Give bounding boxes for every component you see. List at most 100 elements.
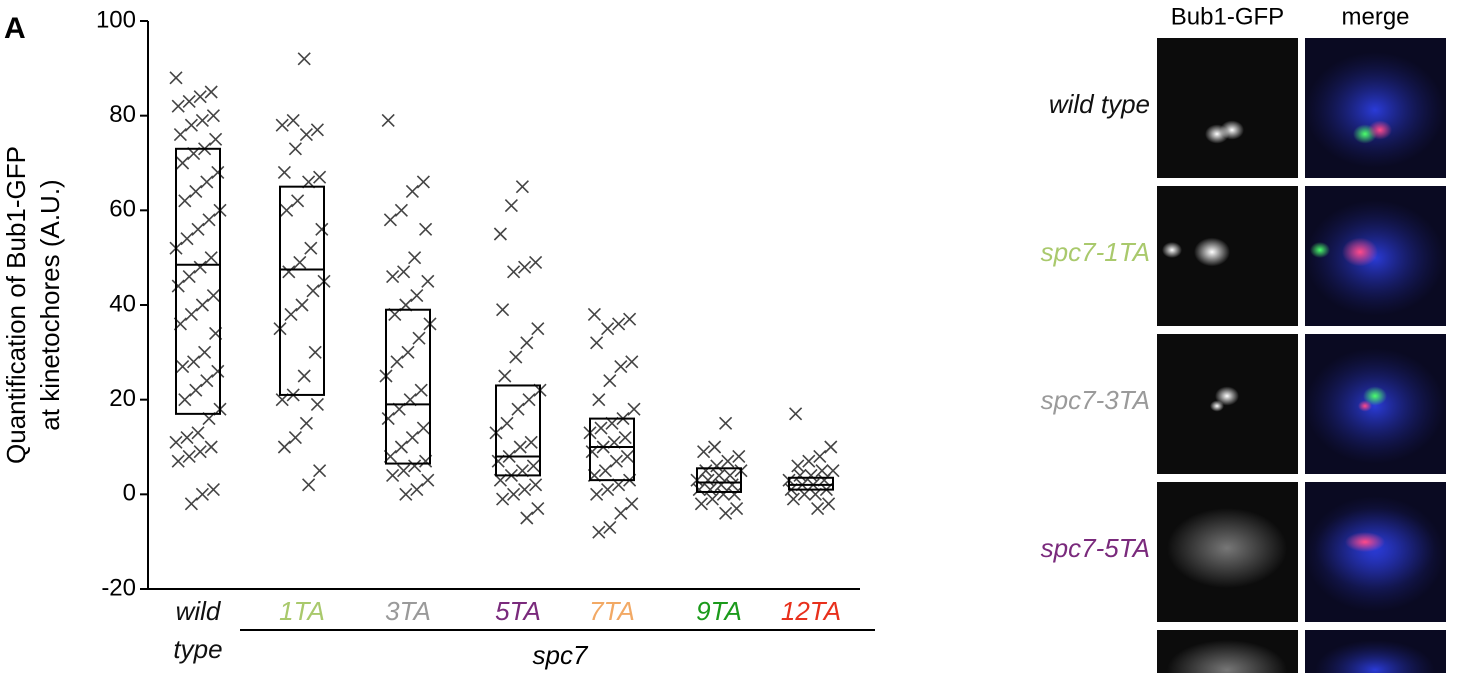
column-header: Bub1-GFP [1171,3,1284,30]
row-label: spc7-5TA [1041,533,1150,563]
data-point [417,176,429,188]
data-point [179,195,191,207]
data-point [170,436,182,448]
data-point [619,432,631,444]
data-point [720,507,732,519]
data-point [294,256,306,268]
data-point [626,356,638,368]
blob [1358,400,1372,411]
data-point [395,441,407,453]
x-label-box: 3TA [363,592,453,672]
data-point [201,375,213,387]
data-point [287,114,299,126]
data-point [409,460,421,472]
data-point [516,181,528,193]
x-tick-label: wild type [168,592,228,668]
data-point [704,484,716,496]
micrograph-cell [1157,630,1298,673]
data-point [174,129,186,141]
y-tick-label: 40 [109,290,136,317]
blob [1167,508,1287,588]
data-point [722,455,734,467]
data-point [207,110,219,122]
micrograph-cell [1157,482,1298,622]
data-point [298,370,310,382]
data-point [624,313,636,325]
data-point [728,488,740,500]
data-point [733,450,745,462]
data-point [194,446,206,458]
data-point [794,469,806,481]
data-point [278,441,290,453]
data-point [521,512,533,524]
data-point [615,507,627,519]
data-point [303,479,315,491]
data-point [203,214,215,226]
data-point [711,460,723,472]
data-point [212,365,224,377]
data-point [305,242,317,254]
box [496,385,540,475]
data-point [190,384,202,396]
data-point [205,441,217,453]
data-point [532,323,544,335]
data-point [185,498,197,510]
x-label-box: 7TA [567,592,657,672]
micrograph-cell [1305,186,1446,326]
data-point [387,469,399,481]
data-point [406,185,418,197]
data-point [599,465,611,477]
data-point [391,356,403,368]
data-point [382,413,394,425]
blob [1162,242,1182,258]
data-point [803,455,815,467]
data-point [285,308,297,320]
data-point [212,166,224,178]
data-point [792,460,804,472]
blob [1305,348,1445,464]
data-point [610,455,622,467]
row-label: wild type [1049,89,1150,119]
y-tick-label: 80 [109,101,136,128]
data-point [183,450,195,462]
data-point [417,422,429,434]
data-point [823,498,835,510]
data-point [527,460,539,472]
data-point [731,503,743,515]
data-point [501,417,513,429]
data-point [190,185,202,197]
data-point [497,493,509,505]
blob [1305,52,1445,168]
data-point [395,204,407,216]
data-point [519,484,531,496]
data-point [814,450,826,462]
x-label-box: 12TA [766,592,856,672]
data-point [177,157,189,169]
y-tick-label: -20 [101,574,136,601]
micrograph-cell [1157,38,1298,178]
x-label-box: wild type [153,592,243,672]
data-point [613,318,625,330]
data-point [181,432,193,444]
data-point [812,503,824,515]
x-tick-label: 1TA [257,592,347,630]
data-point [172,100,184,112]
data-point [602,484,614,496]
blob [1220,120,1244,139]
data-point [720,417,732,429]
data-point [207,484,219,496]
data-point [602,323,614,335]
data-point [382,114,394,126]
data-point [406,432,418,444]
y-tick-label: 60 [109,196,136,223]
data-point [196,299,208,311]
data-point [628,403,640,415]
data-point [615,361,627,373]
image-bg [1157,38,1298,178]
data-point [192,223,204,235]
y-tick-label: 20 [109,385,136,412]
data-point [411,290,423,302]
data-point [402,346,414,358]
data-point [604,375,616,387]
data-point [715,479,727,491]
